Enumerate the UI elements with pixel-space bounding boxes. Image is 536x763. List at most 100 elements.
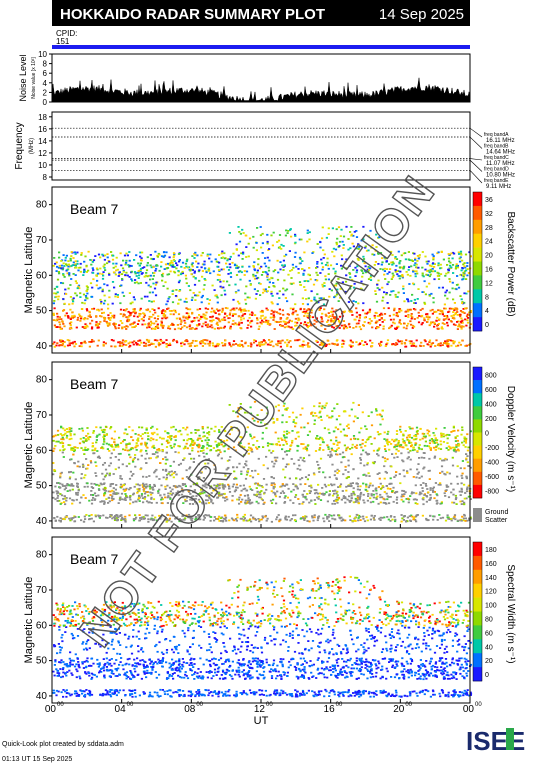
echo-cell — [161, 437, 164, 440]
echo-cell — [401, 446, 404, 449]
echo-cell — [183, 518, 186, 521]
echo-cell — [242, 232, 245, 234]
echo-cell — [157, 307, 160, 310]
echo-cell — [368, 308, 372, 311]
echo-cell — [122, 313, 125, 316]
echo-cell — [268, 281, 271, 284]
echo-cell — [459, 252, 463, 255]
echo-cell — [289, 448, 292, 451]
echo-cell — [284, 234, 287, 237]
echo-cell — [364, 425, 367, 428]
echo-cell — [395, 502, 399, 504]
echo-cell — [112, 473, 115, 475]
echo-cell — [455, 497, 458, 499]
echo-cell — [238, 231, 241, 233]
echo-cell — [372, 500, 375, 503]
echo-cell — [213, 516, 216, 518]
echo-cell — [414, 308, 417, 311]
echo-cell — [145, 449, 148, 452]
echo-cell — [62, 427, 65, 430]
echo-cell — [328, 288, 331, 290]
echo-cell — [169, 439, 172, 441]
echo-cell — [185, 442, 188, 445]
echo-cell — [306, 422, 310, 425]
echo-cell — [352, 327, 355, 329]
echo-cell — [272, 345, 275, 348]
echo-cell — [399, 431, 403, 433]
echo-cell — [344, 465, 347, 468]
echo-cell — [412, 498, 415, 501]
echo-cell — [178, 298, 181, 301]
echo-cell — [71, 315, 74, 317]
echo-cell — [200, 440, 204, 442]
echo-cell — [286, 430, 289, 433]
echo-cell — [412, 491, 415, 494]
echo-cell — [465, 278, 468, 280]
echo-cell — [118, 273, 121, 276]
echo-cell — [296, 467, 299, 470]
echo-cell — [224, 342, 227, 345]
echo-cell — [207, 462, 210, 465]
colorbar-segment — [473, 219, 482, 234]
echo-cell — [343, 324, 346, 326]
echo-cell — [306, 322, 309, 324]
echo-cell — [133, 456, 137, 459]
echo-cell — [185, 500, 188, 502]
echo-cell — [215, 485, 218, 487]
echo-cell — [379, 493, 382, 496]
echo-cell — [155, 267, 158, 270]
echo-cell — [201, 294, 204, 297]
echo-cell — [322, 303, 326, 306]
echo-cell — [211, 342, 214, 345]
echo-cell — [415, 426, 419, 429]
echo-cell — [56, 312, 59, 315]
echo-cell — [201, 427, 204, 430]
echo-cell — [257, 502, 260, 505]
echo-cell — [91, 339, 94, 341]
echo-cell — [236, 411, 239, 413]
echo-cell — [407, 501, 410, 504]
echo-cell — [205, 317, 208, 320]
echo-cell — [458, 253, 461, 255]
echo-cell — [298, 503, 301, 505]
echo-cell — [426, 429, 429, 432]
echo-cell — [359, 459, 362, 461]
echo-cell — [465, 453, 468, 455]
echo-cell — [127, 319, 130, 322]
echo-cell — [61, 321, 64, 323]
echo-cell — [170, 520, 173, 523]
echo-cell — [220, 257, 223, 259]
echo-cell — [251, 314, 254, 316]
echo-cell — [225, 519, 228, 522]
echo-cell — [437, 483, 440, 486]
echo-cell — [446, 264, 449, 266]
echo-cell — [237, 344, 240, 346]
echo-cell — [210, 516, 213, 518]
echo-cell — [285, 288, 289, 291]
echo-cell — [168, 256, 171, 259]
echo-cell — [114, 293, 117, 296]
echo-cell — [429, 273, 432, 276]
echo-cell — [75, 294, 78, 297]
echo-cell — [330, 310, 333, 313]
echo-cell — [286, 339, 289, 341]
echo-cell — [59, 520, 62, 523]
echo-cell — [335, 263, 338, 265]
echo-cell — [161, 275, 164, 278]
echo-cell — [378, 472, 381, 474]
echo-cell — [389, 294, 392, 296]
echo-cell — [424, 293, 427, 296]
echo-cell — [169, 498, 172, 500]
echo-cell — [77, 269, 80, 272]
echo-cell — [69, 308, 72, 311]
echo-cell — [217, 309, 220, 312]
echo-cell — [205, 311, 208, 314]
echo-cell — [425, 313, 428, 316]
echo-cell — [310, 412, 313, 414]
echo-cell — [71, 311, 74, 314]
echo-cell — [330, 318, 333, 320]
echo-cell — [217, 327, 220, 330]
echo-cell — [107, 317, 110, 319]
echo-cell — [172, 313, 175, 316]
